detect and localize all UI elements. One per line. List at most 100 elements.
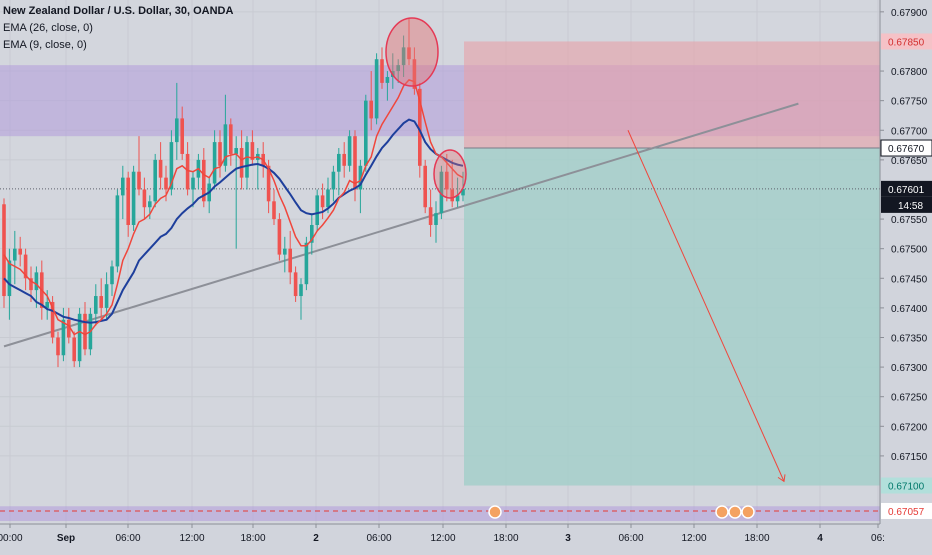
time-axis-bg [0, 524, 932, 550]
price-ticks: 0.67900 0.67800 0.67750 0.67700 0.67650 0.675… [880, 8, 928, 463]
candle-down [83, 313, 87, 350]
candle-up [401, 47, 406, 66]
candle-down [126, 177, 130, 225]
price-tick-label: 0.67400 [891, 304, 928, 315]
candle-up [191, 177, 195, 190]
time-tick-label: 12:00 [179, 533, 204, 544]
support-zone [0, 506, 880, 522]
stop-loss-area [464, 41, 880, 149]
time-tick-label: 18:00 [493, 533, 518, 544]
candle-up [315, 195, 319, 225]
candle-up [45, 301, 49, 308]
candle-down [342, 153, 346, 166]
top-highlight-circle [385, 17, 439, 87]
ascending-trendline [3, 102, 799, 348]
ema-lines [3, 79, 464, 336]
time-tick-label: 06: [871, 533, 885, 544]
candle-up [7, 260, 12, 297]
candle-down [445, 171, 449, 190]
annotations[interactable] [385, 17, 786, 519]
time-tick-label: 18:00 [744, 533, 769, 544]
price-tick-label: 0.67300 [891, 363, 928, 374]
candle-up [234, 148, 238, 154]
candle-up [245, 142, 249, 178]
candle-up [13, 248, 17, 261]
time-tick-label: 4 [817, 533, 823, 544]
price-tick-label: 0.67500 [891, 245, 928, 256]
legend: New Zealand Dollar / U.S. Dollar, 30, OA… [3, 5, 234, 51]
candle-down [412, 59, 417, 89]
candle-down [18, 248, 22, 255]
candle-up [304, 242, 309, 285]
candle-down [23, 254, 28, 279]
candle-down [428, 207, 433, 225]
candle-up [153, 159, 157, 202]
price-axis-bg [880, 0, 932, 550]
candle-up [358, 165, 363, 190]
countdown-tag [881, 196, 932, 213]
candle-down [185, 153, 190, 190]
candle-down [218, 142, 222, 166]
candle-down [137, 171, 141, 190]
price-axis[interactable] [879, 0, 932, 550]
candle-down [250, 142, 255, 160]
price-tags: 0.67850 0.67670 0.67601 0.67100 0.67057 14:58 [880, 33, 932, 519]
short-position[interactable] [464, 41, 880, 486]
candle-down [272, 201, 276, 220]
price-tag-entry-label: 0.67670 [888, 144, 925, 155]
candle-up [223, 124, 228, 166]
candle-down [423, 165, 427, 208]
countdown-label: 14:58 [898, 201, 923, 212]
candle-up [337, 153, 341, 172]
candle-down [380, 59, 384, 83]
time-tick-label: 06:00 [115, 533, 140, 544]
ema9-line [3, 79, 464, 336]
candle-up [34, 272, 39, 291]
ema26-line [3, 118, 464, 324]
candle-up [439, 171, 444, 214]
price-tick-label: 0.67750 [891, 97, 928, 108]
price-tag-entry [880, 139, 932, 157]
ema26-label: EMA (26, close, 0) [3, 22, 93, 34]
retest-highlight-circle [433, 149, 467, 199]
time-tick-label: 18:00 [240, 533, 265, 544]
candle-up [385, 76, 390, 83]
price-tag-target-label: 0.67100 [888, 482, 925, 493]
candle-down [180, 118, 184, 154]
price-tick-label: 0.67650 [891, 156, 928, 167]
time-tick-label: 06:00 [366, 533, 391, 544]
candle-down [29, 278, 33, 291]
candle-down [72, 337, 76, 362]
candle-up [455, 195, 460, 202]
event-marker [728, 505, 742, 519]
time-tick-label: Sep [57, 533, 75, 544]
price-tag-stop [881, 33, 932, 50]
time-tick-label: 06:00 [618, 533, 643, 544]
candle-up [104, 284, 109, 308]
candle-down [164, 177, 168, 190]
candle-down [158, 159, 163, 178]
time-axis[interactable] [0, 523, 932, 550]
projection-arrowhead [777, 474, 786, 483]
price-tick-label: 0.67550 [891, 215, 928, 226]
candle-down [288, 248, 292, 273]
time-tick-label: 12:00 [430, 533, 455, 544]
time-tick-label: 3 [565, 533, 571, 544]
candle-down [450, 189, 454, 202]
time-tick-label: 2 [313, 533, 319, 544]
projection-arrow [627, 130, 785, 482]
event-marker-us [488, 505, 502, 519]
candle-down [320, 195, 325, 208]
candle-up [115, 195, 120, 267]
price-tick-label: 0.67450 [891, 274, 928, 285]
price-tick-label: 0.67250 [891, 393, 928, 404]
candle-up [299, 284, 303, 297]
candle-down [266, 165, 271, 202]
price-tag-target [881, 477, 932, 494]
candle-up [283, 248, 287, 255]
candle-up [94, 296, 98, 314]
event-marker [741, 505, 755, 519]
trendline[interactable] [0, 102, 880, 348]
